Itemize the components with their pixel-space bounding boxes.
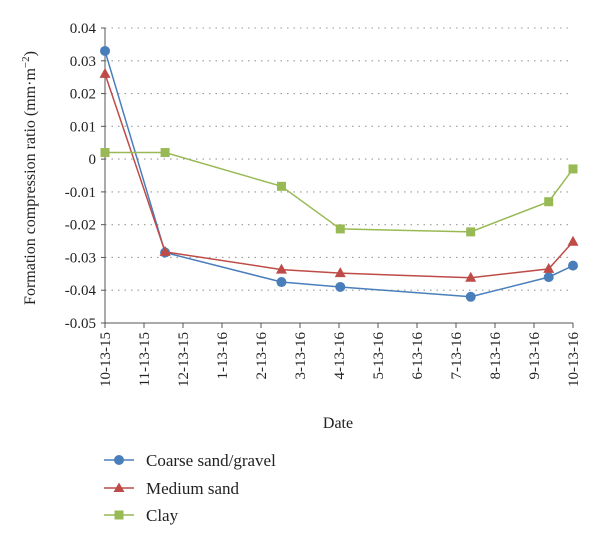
data-point-triangle — [543, 262, 555, 273]
series-lines — [99, 45, 579, 302]
x-tick-label: 7-13-16 — [449, 332, 465, 380]
data-point-square — [335, 224, 345, 234]
data-point-circle — [335, 281, 346, 292]
x-tick-label: 3-13-16 — [293, 332, 309, 380]
data-point-square — [568, 164, 578, 174]
x-tick-labels: 10-13-15 11-13-15 12-13-15 1-13-16 2-13-16 3-… — [98, 323, 582, 387]
series-line-medium-sand — [104, 73, 574, 279]
data-point-triangle — [159, 245, 171, 256]
data-point-triangle — [465, 271, 477, 282]
y-tick-label: -0.04 — [65, 283, 97, 299]
y-tick-label: 0 — [89, 152, 97, 168]
y-tick-label: -0.05 — [65, 316, 96, 332]
data-point-triangle — [275, 263, 287, 274]
y-tick-labels: 0.04 0.03 0.02 0.01 0 -0.01 -0.02 -0.03 -0.04 -0.… — [65, 21, 105, 332]
y-tick-label: 0.04 — [70, 21, 97, 37]
x-tick-label: 8-13-16 — [488, 332, 504, 380]
series-coarse-sand-gravel — [100, 45, 578, 302]
legend-item-clay: Clay — [104, 506, 179, 525]
data-point-square — [160, 148, 170, 158]
data-point-square — [276, 181, 286, 191]
series-line-coarse-sand-gravel — [104, 50, 574, 298]
y-tick-label: -0.01 — [65, 185, 96, 201]
data-point-triangle — [99, 67, 111, 78]
legend-label-coarse-sand-gravel: Coarse sand/gravel — [146, 451, 276, 470]
legend-marker-square — [114, 510, 124, 520]
legend-item-medium-sand: Medium sand — [104, 479, 240, 498]
data-point-triangle — [567, 235, 579, 246]
data-point-square — [544, 197, 554, 207]
y-tick-label: -0.03 — [65, 250, 96, 266]
y-tick-label: 0.01 — [70, 119, 96, 135]
y-axis-title: Formation compression ratio (mm·m−2) — [20, 51, 39, 305]
data-point-circle — [100, 45, 110, 56]
y-axis-title-superscript: −2 — [20, 56, 32, 68]
data-point-circle — [465, 291, 476, 302]
data-point-square — [466, 227, 476, 237]
x-axis-title: Date — [323, 415, 353, 432]
data-point-square — [100, 148, 110, 158]
series-medium-sand — [99, 67, 579, 282]
y-tick-label: 0.03 — [70, 54, 96, 70]
x-tick-label: 11-13-15 — [137, 332, 153, 386]
legend-label-medium-sand: Medium sand — [146, 479, 240, 498]
x-tick-label: 4-13-16 — [332, 332, 348, 380]
series-clay — [100, 148, 578, 237]
x-tick-label: 12-13-15 — [176, 332, 192, 387]
data-point-circle — [568, 260, 578, 271]
y-tick-label: 0.02 — [70, 87, 96, 103]
data-point-circle — [543, 272, 554, 283]
legend: Coarse sand/gravel Medium sand Clay — [104, 451, 276, 525]
y-axis-title-main: Formation compression ratio (mm·m — [22, 68, 39, 305]
x-tick-label: 10-13-15 — [98, 332, 114, 387]
x-tick-label: 10-13-16 — [566, 332, 582, 387]
x-tick-label: 5-13-16 — [371, 332, 387, 380]
data-point-circle — [276, 277, 287, 288]
y-tick-label: -0.02 — [65, 218, 96, 234]
legend-marker-triangle — [113, 482, 125, 492]
gridlines — [105, 27, 573, 291]
axes — [104, 28, 573, 324]
x-tick-label: 9-13-16 — [527, 332, 543, 380]
y-axis-title-close: ) — [22, 51, 39, 56]
x-tick-label: 6-13-16 — [410, 332, 426, 380]
legend-marker-circle — [114, 455, 124, 465]
x-tick-label: 1-13-16 — [215, 332, 231, 380]
legend-label-clay: Clay — [146, 506, 179, 525]
x-tick-label: 2-13-16 — [254, 332, 270, 380]
data-point-triangle — [334, 267, 346, 278]
legend-item-coarse-sand-gravel: Coarse sand/gravel — [104, 451, 276, 470]
